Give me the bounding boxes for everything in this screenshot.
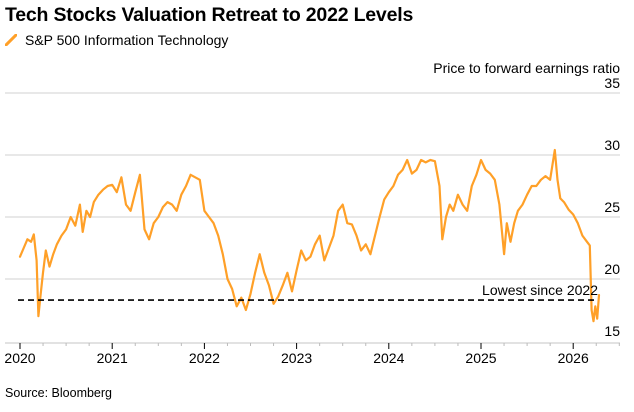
x-axis: 2020 2021 2022 2023 2024 2025 2026 bbox=[4, 342, 620, 366]
x-tick-label-2024: 2024 bbox=[373, 350, 404, 366]
legend: S&P 500 Information Technology bbox=[5, 32, 228, 48]
chart-title: Tech Stocks Valuation Retreat to 2022 Le… bbox=[5, 4, 414, 26]
gridlines bbox=[5, 92, 620, 280]
annotation-layer: Lowest since 2022 bbox=[18, 282, 598, 301]
y-tick-label-35: 35 bbox=[604, 75, 620, 91]
y-tick-label-25: 25 bbox=[604, 199, 620, 215]
y-tick-label-15: 15 bbox=[604, 323, 620, 339]
lowest-since-2022-label: Lowest since 2022 bbox=[482, 282, 598, 298]
source-note: Source: Bloomberg bbox=[5, 386, 113, 400]
legend-label: S&P 500 Information Technology bbox=[25, 32, 229, 48]
x-tick-label-2020: 2020 bbox=[4, 350, 35, 366]
series-layer bbox=[18, 148, 601, 323]
y-tick-labels: 15 20 25 30 35 bbox=[604, 75, 620, 339]
x-tick-label-2025: 2025 bbox=[465, 350, 496, 366]
y-tick-label-20: 20 bbox=[604, 261, 620, 277]
x-tick-label-2021: 2021 bbox=[97, 350, 128, 366]
legend-line-icon bbox=[5, 34, 17, 46]
x-tick-label-2026: 2026 bbox=[558, 350, 589, 366]
series-line-0 bbox=[18, 148, 601, 323]
x-tick-label-2022: 2022 bbox=[189, 350, 220, 366]
y-axis-label: Price to forward earnings ratio bbox=[433, 60, 620, 76]
x-tick-label-2023: 2023 bbox=[281, 350, 312, 366]
y-tick-label-30: 30 bbox=[604, 137, 620, 153]
